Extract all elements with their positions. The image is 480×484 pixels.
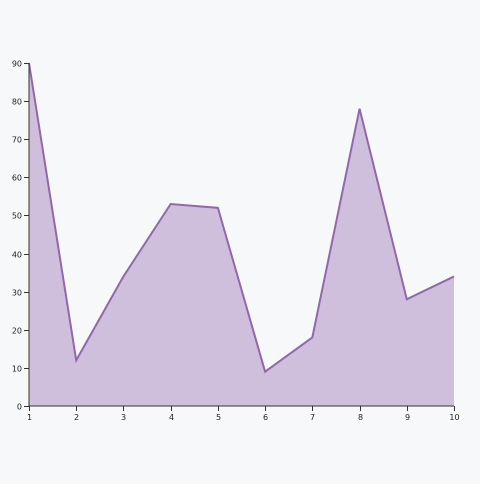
x-tick-label-6: 6: [263, 413, 268, 422]
x-tick-label-7: 7: [310, 413, 315, 422]
y-tick-label-30: 30: [12, 289, 22, 298]
y-tick-label-60: 60: [12, 174, 22, 183]
y-tick-label-70: 70: [12, 136, 22, 145]
x-tick-label-2: 2: [74, 413, 79, 422]
y-tick-label-80: 80: [12, 98, 22, 107]
area-layer: [28, 62, 455, 406]
x-tick-label-1: 1: [27, 413, 32, 422]
x-tick-label-10: 10: [449, 413, 459, 422]
y-tick-label-40: 40: [12, 251, 22, 260]
series-line: [28, 62, 455, 374]
x-tick-label-5: 5: [216, 413, 221, 422]
x-tick-label-9: 9: [405, 413, 410, 422]
area-fill: [29, 63, 454, 406]
x-tick-label-3: 3: [121, 413, 126, 422]
axes-layer: 0 10 20 30 40 50 60 70 80 90 1 2 3 4 5 6 7 8 9 10: [12, 60, 460, 423]
y-tick-label-10: 10: [12, 365, 22, 374]
y-tick-label-20: 20: [12, 327, 22, 336]
x-tick-label-8: 8: [358, 413, 363, 422]
y-tick-label-50: 50: [12, 212, 22, 221]
y-tick-label-0: 0: [17, 403, 22, 412]
y-tick-label-90: 90: [12, 60, 22, 69]
x-tick-label-4: 4: [169, 413, 174, 422]
